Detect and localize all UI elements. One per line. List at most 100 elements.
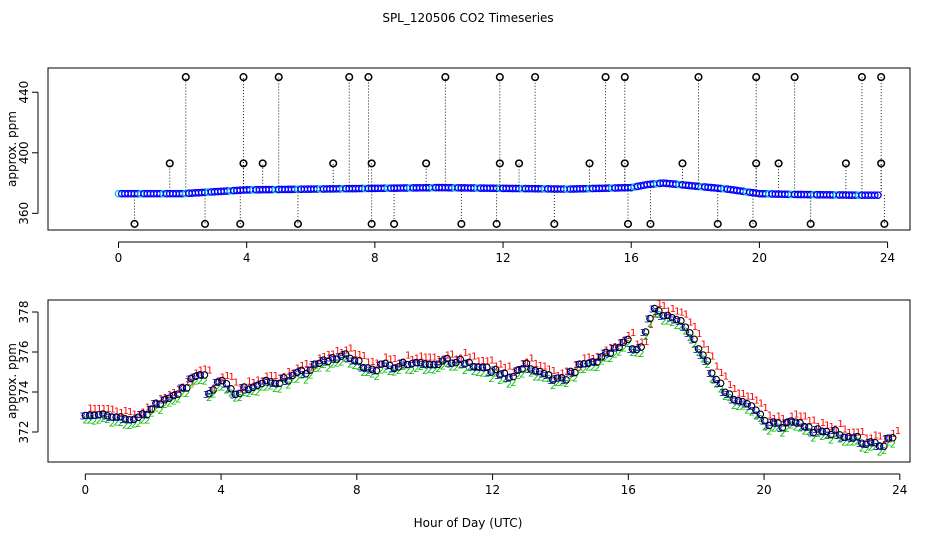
series-2-marker: 2 xyxy=(506,379,512,390)
series-2-marker: 2 xyxy=(696,348,702,359)
bottom-panel-x-tick-label: 8 xyxy=(353,483,361,497)
series-1-marker: 1 xyxy=(621,336,627,347)
series-1-marker: 1 xyxy=(211,384,217,395)
bottom-data-point xyxy=(505,374,513,382)
bottom-data-point xyxy=(513,366,522,375)
bottom-data-point xyxy=(460,360,469,368)
bottom-data-point xyxy=(738,397,747,406)
series-1-marker: 1 xyxy=(87,404,93,415)
bottom-data-point xyxy=(103,411,112,420)
top-panel-y-tick-label: 400 xyxy=(17,141,31,164)
bottom-data-point xyxy=(544,371,553,379)
bottom-panel-x-tick-label: 20 xyxy=(756,483,771,497)
series-2-marker: 2 xyxy=(832,430,838,441)
top-high-spike-point xyxy=(790,73,799,82)
series-1-marker: 1 xyxy=(590,354,596,365)
bottom-data-point xyxy=(403,360,412,369)
series-2-marker: 2 xyxy=(378,365,384,376)
series-2-marker: 2 xyxy=(687,333,693,344)
series-2-marker: 2 xyxy=(210,390,216,401)
series-1-marker: 1 xyxy=(312,360,318,371)
series-1-marker: 1 xyxy=(229,372,235,383)
series-1-marker: 1 xyxy=(555,371,561,382)
series-1-marker: 1 xyxy=(308,363,314,374)
bottom-data-point xyxy=(500,369,509,377)
bottom-data-point xyxy=(566,367,575,376)
series-1-marker: 1 xyxy=(586,353,592,364)
bottom-data-point xyxy=(310,360,319,368)
series-1-marker: 1 xyxy=(762,403,768,414)
bottom-data-point xyxy=(363,364,372,372)
series-2-marker: 2 xyxy=(96,416,102,427)
series-2-marker: 2 xyxy=(594,363,600,374)
series-2-marker: 2 xyxy=(731,401,737,412)
bottom-data-point xyxy=(262,376,270,385)
series-1-marker: 1 xyxy=(427,352,433,363)
bottom-data-point xyxy=(558,373,566,382)
bottom-data-point xyxy=(672,315,681,324)
series-2-marker: 2 xyxy=(779,429,785,440)
series-2-marker: 2 xyxy=(171,396,177,407)
series-2-marker: 2 xyxy=(749,408,755,419)
bottom-data-point xyxy=(783,418,791,427)
bottom-data-point xyxy=(138,410,147,418)
series-1-marker: 1 xyxy=(255,376,261,387)
bottom-data-point xyxy=(540,369,548,378)
top-panel-x-tick-label: 4 xyxy=(243,251,251,265)
series-1-marker: 1 xyxy=(754,395,760,406)
series-2-marker: 2 xyxy=(638,349,644,360)
bottom-data-point xyxy=(791,418,800,426)
bottom-data-point xyxy=(659,312,668,320)
top-high-spike-point xyxy=(877,73,886,82)
series-1-marker: 1 xyxy=(886,434,892,445)
bottom-data-point xyxy=(355,357,363,365)
series-1-marker: 1 xyxy=(480,356,486,367)
series-1-marker: 1 xyxy=(101,404,107,415)
series-1-marker: 1 xyxy=(687,318,693,329)
series-2-marker: 2 xyxy=(444,359,450,370)
top-mid-spike-point xyxy=(422,159,431,168)
series-2-marker: 2 xyxy=(449,362,455,373)
series-2-marker: 2 xyxy=(647,319,653,330)
bottom-data-point xyxy=(143,410,151,419)
series-2-marker: 2 xyxy=(466,363,472,374)
series-1-marker: 1 xyxy=(96,404,102,415)
series-2-marker: 2 xyxy=(193,376,199,387)
bottom-data-point xyxy=(152,399,160,407)
top-low-spike-point xyxy=(367,219,376,228)
series-2-marker: 2 xyxy=(312,364,318,375)
bottom-data-point xyxy=(668,313,676,322)
series-1-marker: 1 xyxy=(740,389,746,400)
bottom-data-point xyxy=(447,359,456,368)
series-2-marker: 2 xyxy=(471,367,477,378)
top-mid-spike-point xyxy=(620,159,629,168)
series-2-marker: 2 xyxy=(201,376,207,387)
series-2-marker: 2 xyxy=(766,427,772,438)
bottom-data-point xyxy=(421,360,429,368)
bottom-data-point xyxy=(200,371,209,379)
series-2-marker: 2 xyxy=(515,371,521,382)
series-2-marker: 2 xyxy=(775,423,781,434)
top-high-spike-point xyxy=(345,73,354,82)
series-1-marker: 1 xyxy=(837,419,843,430)
bottom-data-point xyxy=(747,402,756,410)
bottom-data-point xyxy=(302,370,310,378)
top-low-spike-point xyxy=(457,219,466,228)
bottom-data-point xyxy=(734,396,743,405)
series-2-marker: 2 xyxy=(815,429,821,440)
bottom-data-point xyxy=(888,433,897,442)
series-2-marker: 2 xyxy=(144,415,150,426)
series-2-marker: 2 xyxy=(418,362,424,373)
series-1-marker: 1 xyxy=(317,353,323,364)
series-2-marker: 2 xyxy=(343,354,349,365)
series-2-marker: 2 xyxy=(232,394,238,405)
series-1-marker: 1 xyxy=(299,361,305,372)
series-2-marker: 2 xyxy=(718,385,724,396)
bottom-data-point xyxy=(456,355,465,364)
series-2-marker: 2 xyxy=(254,387,260,398)
series-2-marker: 2 xyxy=(634,349,640,360)
series-2-marker: 2 xyxy=(740,402,746,413)
series-2-marker: 2 xyxy=(576,365,582,376)
bottom-data-point xyxy=(319,356,328,364)
bottom-data-point xyxy=(685,329,694,337)
